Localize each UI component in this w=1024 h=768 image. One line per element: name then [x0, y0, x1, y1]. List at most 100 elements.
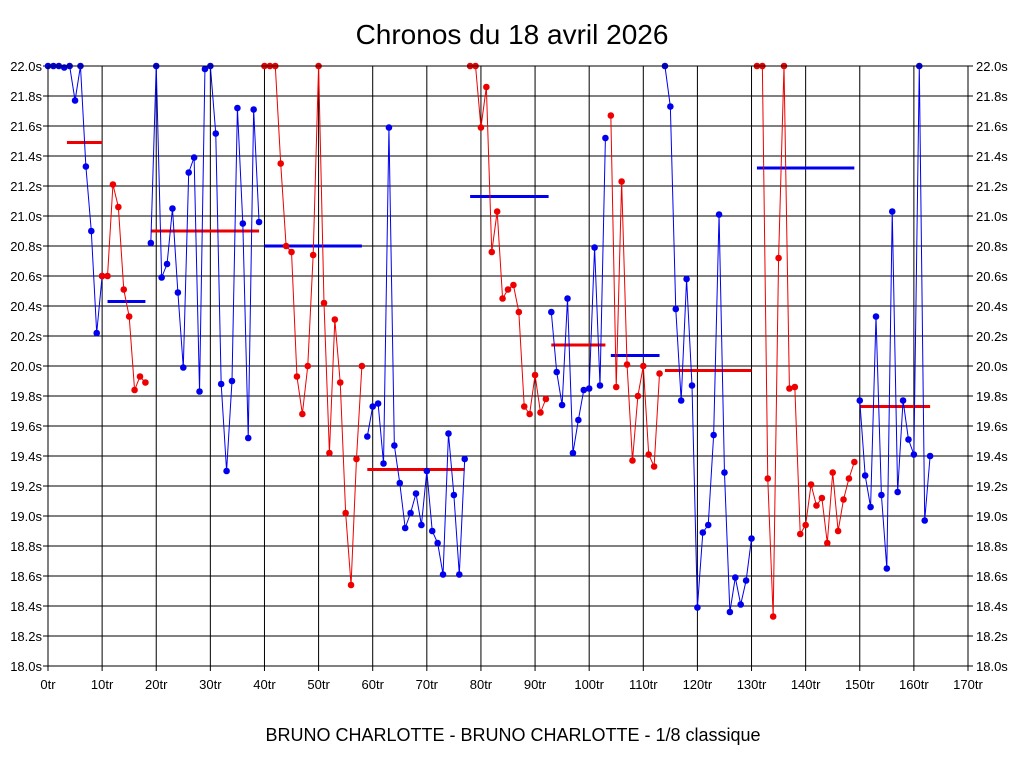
x-tick-label: 30tr	[199, 677, 222, 692]
x-tick-label: 60tr	[362, 677, 385, 692]
x-tick-label: 80tr	[470, 677, 493, 692]
y-tick-label-right: 19.0s	[976, 509, 1008, 524]
data-point	[201, 65, 209, 73]
y-tick-label-left: 21.2s	[10, 179, 42, 194]
data-point	[136, 373, 144, 380]
y-tick-label-left: 18.2s	[10, 629, 42, 644]
data-point	[158, 274, 165, 281]
data-point	[569, 449, 577, 457]
data-point	[299, 410, 306, 418]
data-point	[639, 362, 647, 370]
x-tick-label: 120tr	[683, 677, 713, 692]
data-point	[223, 467, 230, 475]
data-point	[455, 571, 463, 578]
data-point	[645, 451, 653, 458]
data-point	[905, 436, 912, 443]
y-tick-label-right: 20.6s	[976, 269, 1008, 284]
y-tick-label-right: 20.2s	[976, 329, 1008, 344]
y-tick-label-right: 21.8s	[976, 89, 1008, 104]
data-point	[861, 472, 869, 479]
data-point	[786, 385, 793, 392]
data-point	[369, 403, 377, 410]
data-point	[255, 218, 263, 226]
data-point	[98, 272, 106, 280]
y-tick-label-right: 19.6s	[976, 419, 1008, 434]
data-point	[142, 379, 149, 386]
y-tick-label-left: 18.0s	[10, 659, 42, 674]
y-tick-label-right: 20.8s	[976, 239, 1008, 254]
data-point	[585, 385, 593, 392]
chart-subtitle: BRUNO CHARLOTTE - BRUNO CHARLOTTE - 1/8 …	[265, 725, 760, 745]
y-tick-label-left: 20.2s	[10, 329, 42, 344]
data-point	[488, 248, 496, 256]
data-point	[818, 494, 826, 502]
data-point	[623, 361, 631, 368]
data-point	[618, 178, 625, 185]
data-point	[775, 254, 782, 262]
data-point	[169, 205, 176, 212]
data-point	[401, 524, 409, 532]
data-point	[196, 388, 203, 395]
data-points	[44, 62, 934, 620]
data-point	[823, 539, 831, 547]
data-point	[504, 286, 512, 293]
data-point	[342, 509, 349, 517]
data-point	[282, 242, 290, 250]
data-point	[217, 380, 225, 388]
data-point	[629, 457, 636, 464]
data-point	[82, 163, 90, 170]
x-tick-label: 40tr	[253, 677, 276, 692]
data-point	[363, 433, 371, 440]
y-axis-left-ticks: 18.0s 18.2s 18.4s 18.6s 18.8s 19.0s 19.2s 19.4s…	[10, 59, 48, 674]
y-tick-label-left: 22.0s	[10, 59, 42, 74]
data-point	[878, 491, 885, 499]
data-point	[125, 313, 133, 320]
data-point	[813, 502, 820, 509]
y-tick-label-right: 19.2s	[976, 479, 1008, 494]
data-point	[288, 248, 295, 256]
data-point	[807, 481, 815, 488]
data-point	[309, 251, 317, 259]
series-line-blue	[859, 65, 931, 569]
data-point	[731, 574, 739, 581]
y-tick-label-right: 18.0s	[976, 659, 1008, 674]
data-point	[336, 379, 344, 386]
data-point	[840, 496, 847, 503]
data-point	[174, 289, 182, 296]
data-point	[120, 286, 128, 293]
y-tick-label-right: 18.4s	[976, 599, 1008, 614]
y-tick-label-left: 18.4s	[10, 599, 42, 614]
data-point	[428, 527, 436, 535]
data-point	[147, 239, 155, 247]
data-point	[347, 581, 355, 589]
x-tick-label: 90tr	[524, 677, 547, 692]
data-point	[667, 103, 674, 110]
data-point	[412, 490, 420, 497]
data-point	[374, 400, 382, 407]
data-point	[510, 281, 517, 289]
data-point	[580, 386, 588, 394]
y-tick-label-left: 19.6s	[10, 419, 42, 434]
y-tick-label-left: 21.6s	[10, 119, 42, 134]
data-point	[515, 308, 523, 316]
y-tick-label-right: 22.0s	[976, 59, 1008, 74]
data-point	[683, 275, 690, 283]
x-tick-label: 170tr	[953, 677, 983, 692]
x-tick-label: 150tr	[845, 677, 875, 692]
data-point	[326, 449, 333, 457]
data-point	[526, 410, 533, 418]
data-point	[845, 475, 853, 482]
data-point	[867, 503, 874, 511]
x-tick-label: 50tr	[307, 677, 330, 692]
data-point	[553, 368, 561, 376]
chart-title: Chronos du 18 avril 2026	[356, 19, 669, 50]
data-point	[591, 244, 598, 251]
data-point	[380, 460, 387, 467]
x-tick-label: 20tr	[145, 677, 168, 692]
data-point	[802, 521, 809, 529]
data-point	[607, 112, 615, 119]
y-tick-label-right: 20.4s	[976, 299, 1008, 314]
y-tick-label-right: 18.2s	[976, 629, 1008, 644]
data-point	[710, 431, 717, 439]
